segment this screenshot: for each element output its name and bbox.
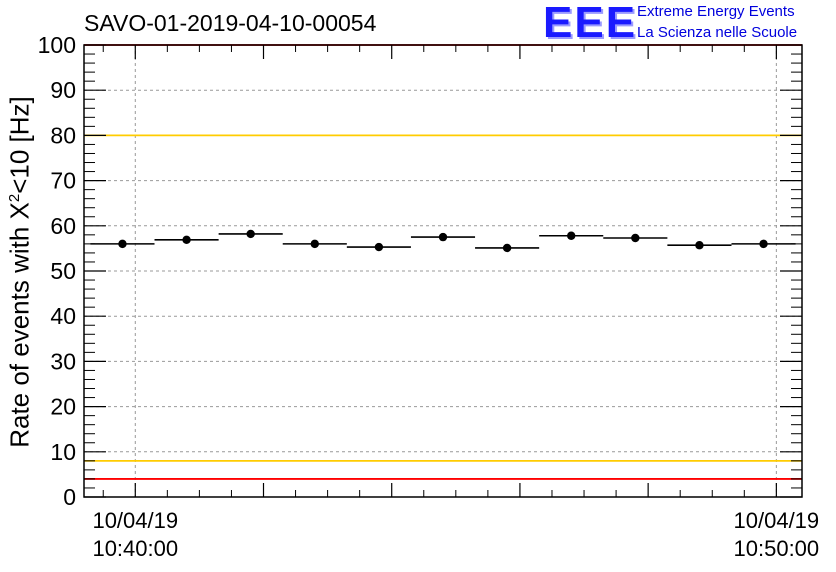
data-point: [502, 243, 512, 253]
y-tick-label: 100: [38, 32, 76, 58]
x-tick-date: 10/04/19: [733, 508, 820, 533]
plot-frame: [83, 44, 803, 498]
y-tick-label: 20: [50, 394, 76, 420]
y-tick-label: 0: [63, 484, 76, 510]
data-point: [695, 241, 704, 250]
y-tick-label: 60: [50, 213, 76, 239]
y-tick-label: 50: [50, 258, 76, 284]
data-point: [759, 239, 768, 249]
data-point: [631, 233, 640, 243]
data-point: [118, 239, 127, 249]
data-point: [567, 231, 576, 240]
y-tick-label: 90: [50, 77, 76, 103]
x-tick-label: 10/04/19 10:40:00: [65, 507, 205, 563]
logo-line-2: La Scienza nelle Scuole: [637, 24, 798, 41]
y-tick-label: 30: [50, 348, 76, 374]
y-tick-label: 40: [50, 303, 76, 329]
data-point: [374, 242, 384, 252]
y-tick-label: 70: [50, 168, 76, 194]
data-point: [182, 235, 191, 245]
y-tick-label: 10: [50, 439, 76, 465]
logo-line-1: Extreme Energy Events: [637, 3, 795, 20]
x-tick-time: 10:50:00: [733, 536, 820, 561]
data-point: [246, 229, 255, 239]
x-tick-label: 10/04/19 10:50:00: [706, 507, 836, 563]
data-point: [438, 232, 448, 242]
x-tick-date: 10/04/19: [92, 508, 179, 533]
x-tick-time: 10:40:00: [92, 536, 179, 561]
data-point: [310, 239, 319, 249]
eee-logo-mark: EEE: [543, 0, 638, 47]
chart-title: SAVO-01-2019-04-10-00054: [84, 10, 377, 36]
y-tick-label: 80: [50, 122, 76, 148]
